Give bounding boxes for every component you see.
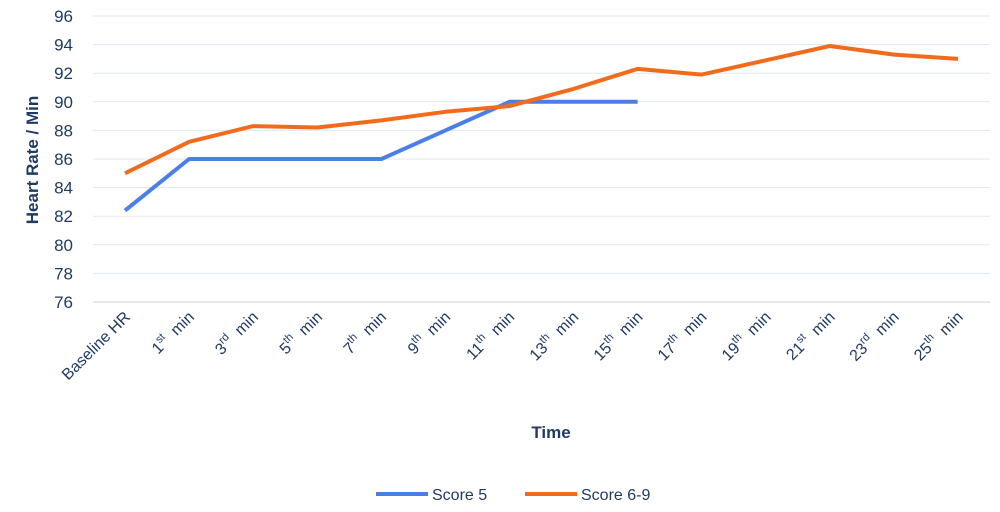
x-tick-label: 13th min xyxy=(525,307,583,365)
y-tick-label: 86 xyxy=(54,150,73,169)
y-tick-label: 88 xyxy=(54,121,73,140)
y-tick-label: 82 xyxy=(54,207,73,226)
x-tick-label: 25th min xyxy=(909,307,967,365)
x-tick-label: Baseline HR xyxy=(59,309,134,384)
x-tick-label: 15th min xyxy=(589,307,647,365)
y-tick-label: 80 xyxy=(54,236,73,255)
x-tick-label: 9th min xyxy=(403,307,454,358)
x-tick-label: 23rd min xyxy=(845,307,903,365)
y-tick-label: 90 xyxy=(54,93,73,112)
x-tick-label: 7th min xyxy=(339,307,390,358)
x-axis-title: Time xyxy=(531,423,570,442)
x-tick-label: 21st min xyxy=(781,307,838,364)
legend: Score 5 Score 6-9 xyxy=(376,487,650,504)
x-tick-label: 11th min xyxy=(461,307,518,364)
y-axis-title: Heart Rate / Min xyxy=(23,96,42,224)
y-tick-label: 84 xyxy=(54,179,73,198)
y-tick-label: 94 xyxy=(54,36,73,55)
series-line-score-5 xyxy=(123,99,638,213)
x-tick-label: 19th min xyxy=(717,307,775,365)
series-line-score-6-9 xyxy=(124,44,959,176)
legend-label: Score 5 xyxy=(432,487,487,504)
series-lines xyxy=(123,44,959,213)
x-tick-label: 5th min xyxy=(275,307,326,358)
legend-label: Score 6-9 xyxy=(581,487,650,504)
x-tick-label: 3rd min xyxy=(210,307,262,359)
y-tick-label: 96 xyxy=(54,7,73,26)
y-axis-ticks: 76 78 80 82 84 86 88 90 92 94 96 xyxy=(54,7,73,312)
y-tick-label: 76 xyxy=(54,293,73,312)
y-tick-label: 92 xyxy=(54,64,73,83)
x-tick-label: 17th min xyxy=(653,307,711,365)
y-tick-label: 78 xyxy=(54,264,73,283)
x-tick-label: 1st min xyxy=(147,307,198,358)
